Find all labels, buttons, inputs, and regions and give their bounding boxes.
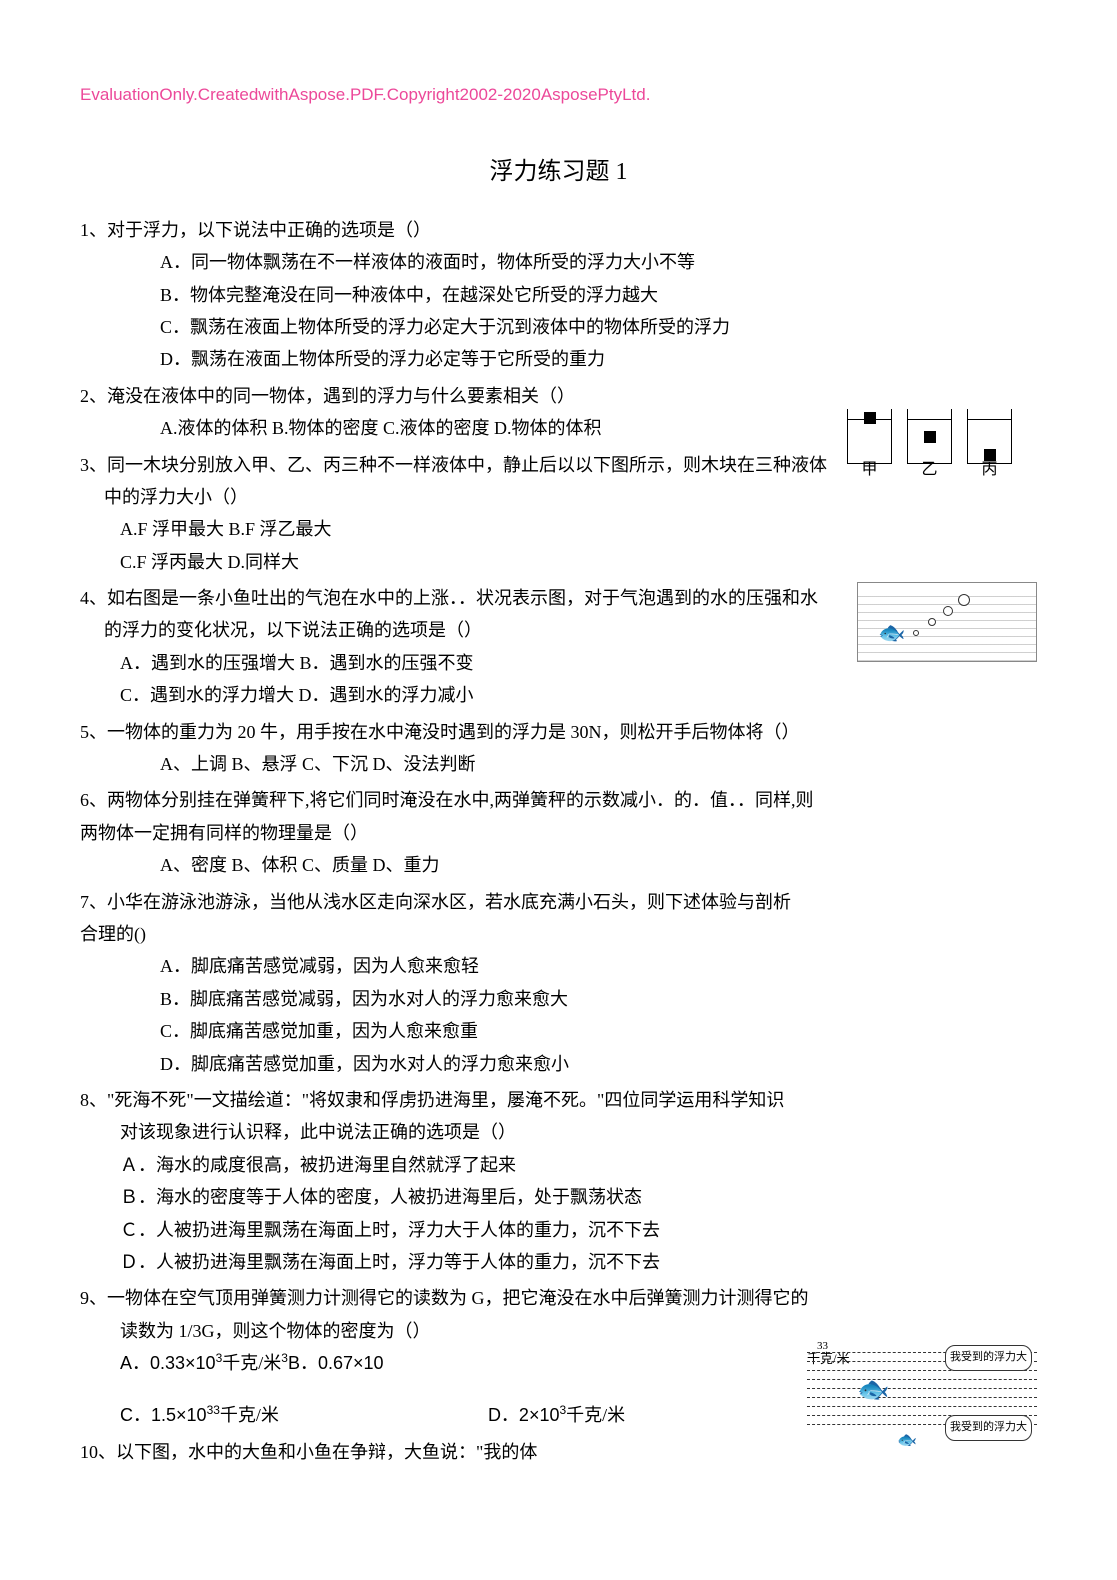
q8-stem: 8、"死海不死"一文描绘道："将奴隶和俘虏扔进海里，屡淹不死。"四位同学运用科学… xyxy=(80,1084,1037,1116)
q8-opt-a: Ａ．海水的咸度很高，被扔进海里自然就浮了起来 xyxy=(120,1149,1037,1181)
q4-fish-figure: 🐟 xyxy=(857,582,1037,662)
q1-opt-d: D．飘荡在液面上物体所受的浮力必定等于它所受的重力 xyxy=(160,343,1037,375)
q2-stem: 2、淹没在液体中的同一物体，遇到的浮力与什么要素相关（） xyxy=(80,380,1037,412)
q8-opt-b: Ｂ．海水的密度等于人体的密度，人被扔进海里后，处于飘荡状态 xyxy=(120,1181,1037,1213)
q6-cont: 两物体一定拥有同样的物理量是（） xyxy=(80,817,1037,849)
q9-speech-1: 我受到的浮力大 xyxy=(945,1345,1032,1371)
q7-opt-b: B．脚底痛苦感觉减弱，因为水对人的浮力愈来愈大 xyxy=(160,983,1037,1015)
q7-opt-a: A．脚底痛苦感觉减弱，因为人愈来愈轻 xyxy=(160,950,1037,982)
q8-opt-c: Ｃ．人被扔进海里飘荡在海面上时，浮力大于人体的重力，沉不下去 xyxy=(120,1214,1037,1246)
beaker-bing-label: 丙 xyxy=(968,456,1011,485)
question-1: 1、对于浮力，以下说法中正确的选项是（） A．同一物体飘荡在不一样液体的液面时，… xyxy=(80,214,1037,376)
q6-opts: A、密度 B、体积 C、质量 D、重力 xyxy=(160,849,1037,881)
q1-opt-a: A．同一物体飘荡在不一样液体的液面时，物体所受的浮力大小不等 xyxy=(160,246,1037,278)
bubble-4 xyxy=(958,594,970,606)
beaker-yi-label: 乙 xyxy=(908,456,951,485)
question-5: 5、一物体的重力为 20 牛，用手按在水中淹没时遇到的浮力是 30N，则松开手后… xyxy=(80,716,1037,781)
beaker-yi: 乙 xyxy=(907,409,952,464)
q3-cont: 中的浮力大小（） xyxy=(80,481,1037,513)
q7-stem: 7、小华在游泳池游泳，当他从浅水区走向深水区，若水底充满小石头，则下述体验与剖析 xyxy=(80,886,1037,918)
q7-cont: 合理的() xyxy=(80,918,1037,950)
block-yi xyxy=(924,431,936,443)
block-jia xyxy=(864,412,876,424)
question-7: 7、小华在游泳池游泳，当他从浅水区走向深水区，若水底充满小石头，则下述体验与剖析… xyxy=(80,886,1037,1080)
q10-stem: 10、以下图，水中的大鱼和小鱼在争辩，大鱼说："我的体 xyxy=(80,1436,1037,1468)
watermark-text: EvaluationOnly.CreatedwithAspose.PDF.Cop… xyxy=(80,80,1037,111)
q7-opt-d: D．脚底痛苦感觉加重，因为水对人的浮力愈来愈小 xyxy=(160,1048,1037,1080)
q3-line2: C.F 浮丙最大 D.同样大 xyxy=(120,546,1037,578)
q6-stem: 6、两物体分别挂在弹簧秤下,将它们同时淹没在水中,两弹簧秤的示数减小．的．值．．… xyxy=(80,784,1037,816)
question-10: 10、以下图，水中的大鱼和小鱼在争辩，大鱼说："我的体 xyxy=(80,1436,1037,1468)
q5-stem: 5、一物体的重力为 20 牛，用手按在水中淹没时遇到的浮力是 30N，则松开手后… xyxy=(80,716,1037,748)
question-8: 8、"死海不死"一文描绘道："将奴隶和俘虏扔进海里，屡淹不死。"四位同学运用科学… xyxy=(80,1084,1037,1278)
q1-opt-b: B．物体完整淹没在同一种液体中，在越深处它所受的浮力越大 xyxy=(160,279,1037,311)
q3-beaker-figure: 甲 乙 丙 xyxy=(847,409,1047,479)
question-9: 9、一物体在空气顶用弹簧测力计测得它的读数为 G，把它淹没在水中后弹簧测力计测得… xyxy=(80,1282,1037,1432)
question-6: 6、两物体分别挂在弹簧秤下,将它们同时淹没在水中,两弹簧秤的示数减小．的．值．．… xyxy=(80,784,1037,881)
question-4: 🐟 4、如右图是一条小鱼吐出的气泡在水中的上涨．．状况表示图，对于气泡遇到的水的… xyxy=(80,582,1037,712)
question-3: 甲 乙 丙 3、同一木块分别放入甲、乙、丙三种不一样液体中，静止后以以下图所示，… xyxy=(80,449,1037,579)
beaker-bing: 丙 xyxy=(967,409,1012,464)
q7-opt-c: C．脚底痛苦感觉加重，因为人愈来愈重 xyxy=(160,1015,1037,1047)
q4-line2: C．遇到水的浮力增大 D．遇到水的浮力减小 xyxy=(120,679,1037,711)
q1-opt-c: C．飘荡在液面上物体所受的浮力必定大于沉到液体中的物体所受的浮力 xyxy=(160,311,1037,343)
page-title: 浮力练习题 1 xyxy=(80,151,1037,194)
q5-opts: A、上调 B、悬浮 C、下沉 D、没法判断 xyxy=(160,748,1037,780)
q3-line1: A.F 浮甲最大 B.F 浮乙最大 xyxy=(120,513,1037,545)
q9-stem: 9、一物体在空气顶用弹簧测力计测得它的读数为 G，把它淹没在水中后弹簧测力计测得… xyxy=(80,1282,1037,1314)
q8-cont: 对该现象进行认识释，此中说法正确的选项是（） xyxy=(80,1116,1037,1148)
big-fish-icon: 🐟 xyxy=(857,1367,889,1414)
fish-icon: 🐟 xyxy=(878,613,905,653)
q1-stem: 1、对于浮力，以下说法中正确的选项是（） xyxy=(80,214,1037,246)
q8-opt-d: Ｄ．人被扔进海里飘荡在海面上时，浮力等于人体的重力，沉不下去 xyxy=(120,1246,1037,1278)
beaker-jia: 甲 xyxy=(847,409,892,464)
beaker-jia-label: 甲 xyxy=(848,456,891,485)
